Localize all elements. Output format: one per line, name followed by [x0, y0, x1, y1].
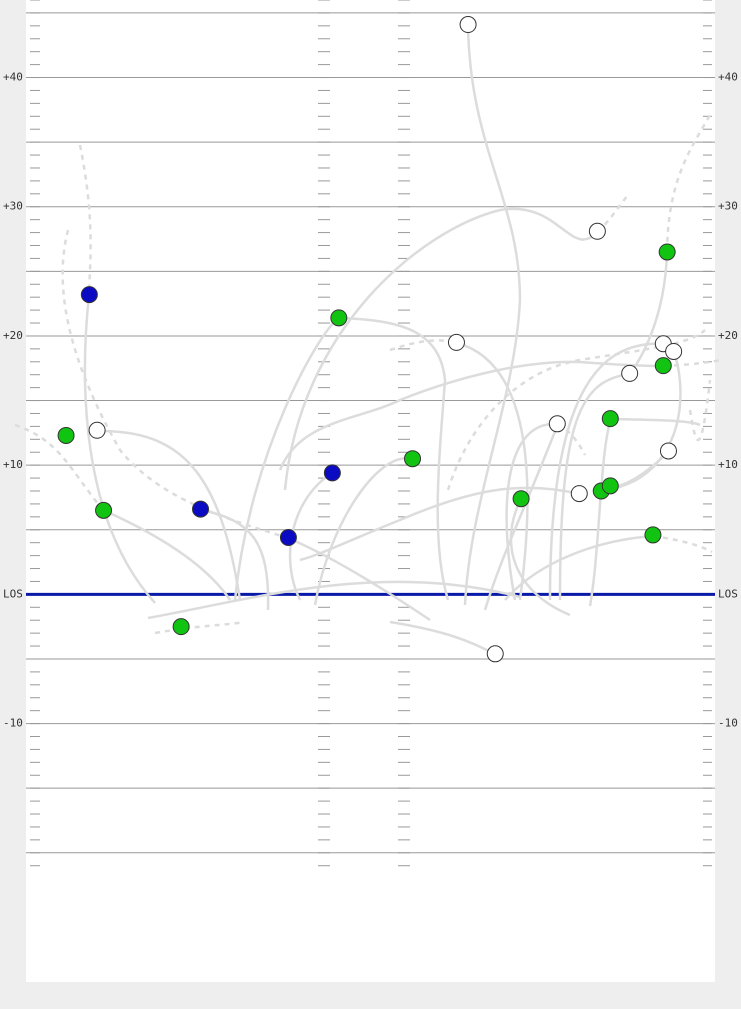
player-marker [192, 500, 210, 518]
player-marker [459, 16, 477, 34]
player-marker [486, 645, 504, 663]
y-tick-label: +40 [3, 71, 23, 84]
player-marker [570, 485, 588, 503]
route [278, 360, 665, 471]
y-tick-label-right: +30 [718, 200, 738, 213]
route [463, 24, 522, 606]
player-marker [95, 501, 113, 519]
route [313, 456, 413, 606]
route [78, 144, 92, 296]
player-marker [57, 426, 75, 444]
route [299, 486, 581, 562]
y-tick-label: LOS [3, 587, 23, 600]
y-tick-label-right: -10 [718, 717, 738, 730]
route [509, 498, 571, 617]
route [665, 114, 712, 253]
y-tick-label-right: +40 [718, 71, 738, 84]
route [663, 358, 723, 368]
route [505, 422, 559, 601]
route [200, 508, 270, 611]
player-marker [621, 364, 639, 382]
player-marker [601, 477, 619, 495]
route [558, 372, 631, 601]
route [283, 207, 599, 491]
player-marker [658, 243, 676, 261]
player-marker [88, 421, 106, 439]
player-marker [659, 442, 677, 460]
route [601, 351, 682, 493]
route [233, 316, 450, 601]
player-marker [654, 357, 672, 375]
player-marker [644, 526, 662, 544]
player-marker [323, 464, 341, 482]
route [83, 294, 156, 604]
y-tick-label: -10 [3, 717, 23, 730]
y-tick-label-right: +10 [718, 458, 738, 471]
route [102, 508, 232, 601]
route [456, 341, 529, 601]
player-marker [548, 415, 566, 433]
player-marker [80, 286, 98, 304]
player-marker [330, 309, 348, 327]
player-marker [172, 618, 190, 636]
y-tick-label: +30 [3, 200, 23, 213]
route [14, 423, 104, 511]
route [96, 429, 242, 601]
route [548, 342, 665, 601]
route [446, 329, 706, 491]
y-tick-label: +20 [3, 329, 23, 342]
route [154, 620, 245, 635]
player-marker [512, 490, 530, 508]
player-marker [279, 529, 297, 547]
y-tick-label-right: LOS [718, 587, 738, 600]
player-marker [588, 222, 606, 240]
player-marker [447, 333, 465, 351]
route [483, 423, 560, 611]
player-marker [601, 410, 619, 428]
route [287, 536, 431, 622]
y-tick-label-right: +20 [718, 329, 738, 342]
route [504, 534, 654, 601]
player-marker [665, 342, 683, 360]
y-tick-label: +10 [3, 458, 23, 471]
route [688, 379, 712, 441]
player-marker [404, 450, 422, 468]
